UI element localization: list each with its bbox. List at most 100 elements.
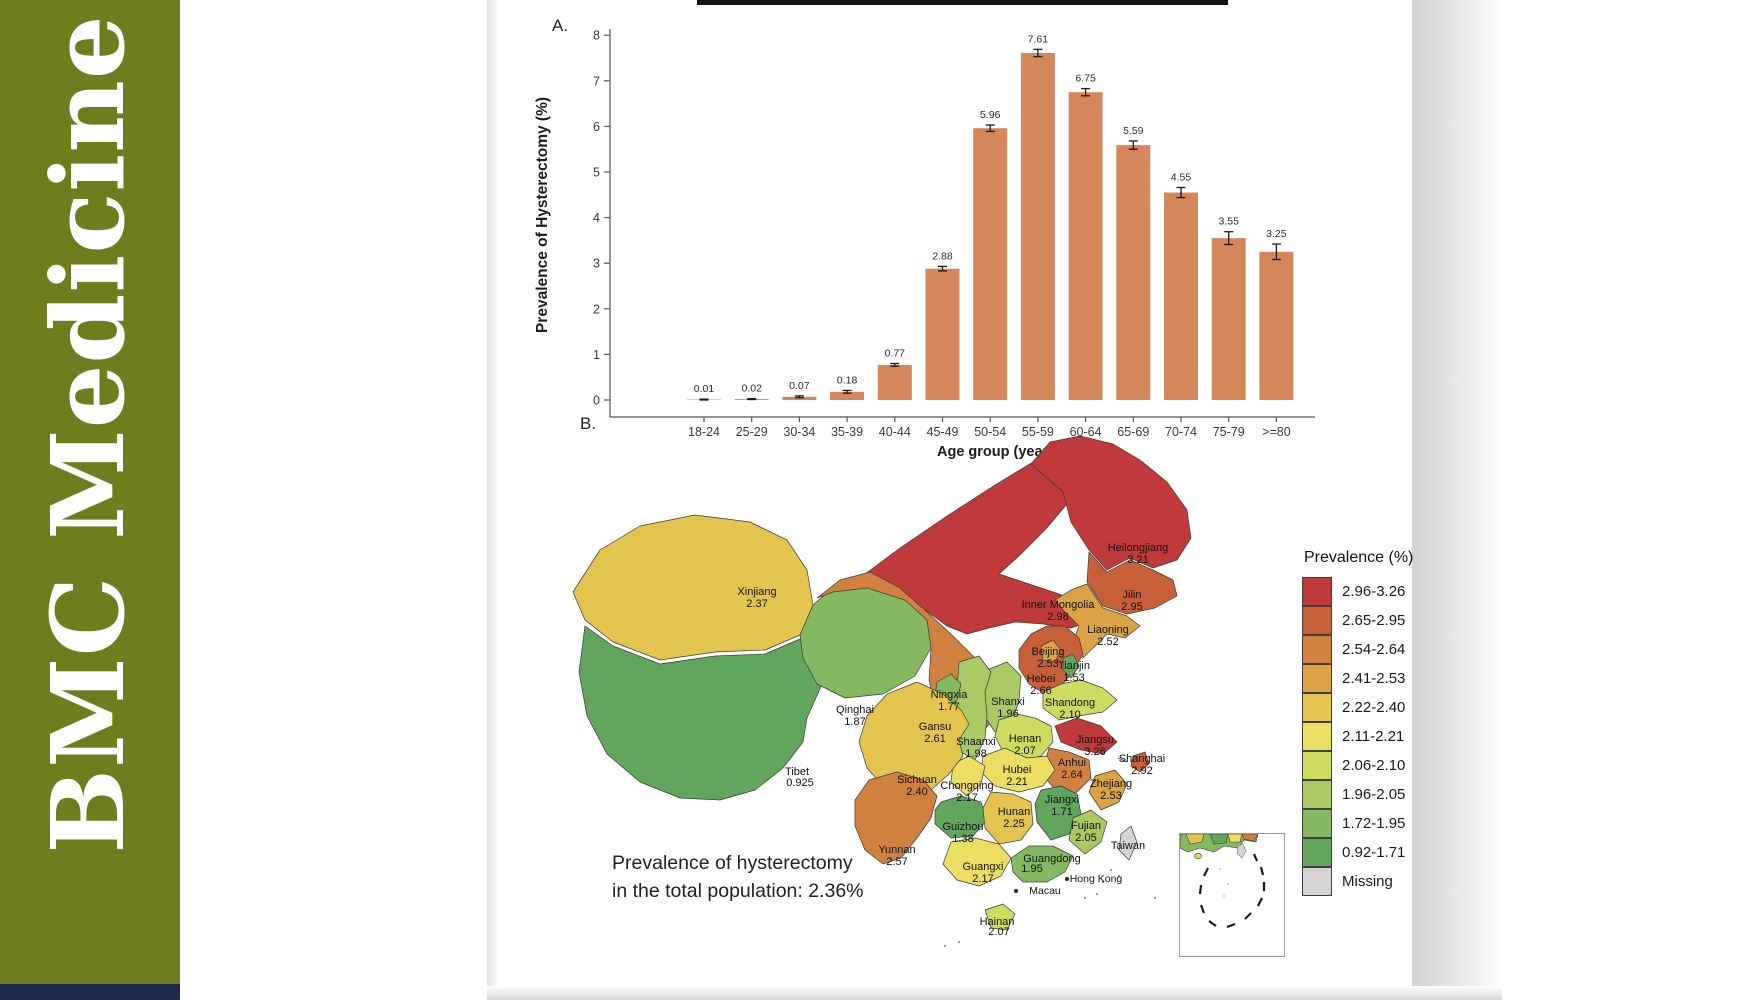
- province-label-tianjin: Tianjin: [1058, 660, 1090, 672]
- journal-sidebar: BMC Medicine: [0, 0, 180, 1000]
- province-label-hubei: Hubei: [1003, 764, 1032, 776]
- province-hainan: [984, 903, 1016, 931]
- province-value-xinjiang: 2.37: [746, 598, 767, 610]
- x-tick-label: 18-24: [688, 425, 720, 439]
- map-legend: Prevalence (%) 2.96-3.26 2.65-2.95 2.54-2.…: [1302, 549, 1413, 896]
- legend-item: 2.06-2.10: [1302, 750, 1413, 780]
- legend-range-label: 2.65-2.95: [1342, 612, 1406, 629]
- bar-35-39: [830, 391, 865, 400]
- legend-swatch: [1302, 576, 1332, 606]
- legend-item: 1.96-2.05: [1302, 779, 1413, 809]
- province-guangxi: [942, 837, 1012, 887]
- bar-value-label: 6.75: [1075, 73, 1096, 85]
- province-fujian: [1068, 809, 1108, 855]
- legend-range-label: 1.96-2.05: [1342, 786, 1406, 803]
- province-chongqing: [950, 755, 986, 797]
- bar-value-label: 2.88: [932, 250, 953, 262]
- island-dot: [1109, 868, 1113, 872]
- legend-item: 2.96-3.26: [1302, 576, 1413, 606]
- province-value-ningxia: 1.77: [938, 701, 959, 713]
- legend-range-label: 2.06-2.10: [1342, 757, 1406, 774]
- province-guizhou: [934, 795, 988, 839]
- province-value-hubei: 2.21: [1006, 776, 1027, 788]
- bar-value-label: 3.55: [1218, 216, 1239, 228]
- nine-dash-line: [1198, 853, 1266, 929]
- province-taiwan: [1118, 825, 1138, 861]
- cropped-title-strip: [697, 0, 1228, 5]
- city-label-macau: Macau: [1029, 885, 1061, 897]
- province-label-beijing: Beijing: [1031, 646, 1064, 658]
- province-value-guangdong: 1.95: [1021, 863, 1042, 875]
- province-value-gansu: 2.61: [924, 733, 945, 745]
- province-value-zhejiang: 2.53: [1100, 790, 1121, 802]
- legend-swatch: [1302, 663, 1332, 693]
- legend-swatch: [1302, 634, 1332, 664]
- province-label-zhejiang: Zhejiang: [1090, 778, 1132, 790]
- y-tick-label: 5: [593, 166, 600, 180]
- province-shandong: [1042, 679, 1118, 721]
- province-label-gansu: Gansu: [919, 721, 951, 733]
- province-value-jiangsu: 3.26: [1084, 746, 1105, 758]
- island-dot: [1083, 896, 1087, 900]
- province-label-sichuan: Sichuan: [897, 774, 937, 786]
- island-dot: [957, 940, 961, 944]
- legend-swatch: [1302, 721, 1332, 751]
- legend-swatch: [1302, 779, 1332, 809]
- y-tick-label: 4: [593, 211, 600, 225]
- bar-70-74: [1164, 192, 1198, 400]
- legend-rows: 2.96-3.26 2.65-2.95 2.54-2.64 2.41-2.53 2.22…: [1302, 576, 1413, 896]
- province-value-sichuan: 2.40: [906, 786, 927, 798]
- province-label-qinghai: Qinghai: [836, 704, 874, 716]
- hongkong-marker: [1065, 877, 1069, 881]
- x-tick-label: 35-39: [831, 425, 863, 439]
- legend-range-label: 0.92-1.71: [1342, 844, 1406, 861]
- province-label-xinjiang: Xinjiang: [737, 586, 776, 598]
- province-tibet: [578, 625, 824, 801]
- legend-title: Prevalence (%): [1304, 549, 1414, 566]
- inset-island-dot: [1219, 868, 1221, 870]
- island-dot: [1095, 892, 1099, 896]
- province-value-guizhou: 1.38: [952, 833, 973, 845]
- shanghai-pointer: [1117, 757, 1128, 763]
- province-zhejiang: [1088, 769, 1128, 811]
- legend-item: 2.22-2.40: [1302, 692, 1413, 722]
- y-tick-label: 3: [593, 257, 600, 271]
- inset-island-dot: [1227, 883, 1229, 885]
- bar-value-label: 3.25: [1266, 228, 1287, 240]
- x-tick-label: 65-69: [1117, 425, 1149, 439]
- legend-swatch: [1302, 837, 1332, 867]
- legend-swatch: [1302, 808, 1332, 838]
- bar-value-label: 7.61: [1028, 33, 1049, 45]
- legend-range-label: 2.41-2.53: [1342, 670, 1406, 687]
- province-label-fujian: Fujian: [1071, 820, 1101, 832]
- province-sichuan: [858, 681, 970, 797]
- bar-45-49: [925, 268, 960, 400]
- legend-range-label: 1.72-1.95: [1342, 815, 1406, 832]
- island-dot: [943, 944, 947, 948]
- inset-region: [1185, 834, 1205, 845]
- province-label-shandong: Shandong: [1045, 697, 1095, 709]
- legend-item: 1.72-1.95: [1302, 808, 1413, 838]
- legend-item: 2.41-2.53: [1302, 663, 1413, 693]
- x-tick-label: 30-34: [783, 425, 815, 439]
- province-value-shanxi: 1.96: [997, 708, 1018, 720]
- province-value-beijing: 2.53: [1037, 658, 1058, 670]
- x-tick-label: 55-59: [1022, 425, 1054, 439]
- province-value-shandong: 2.10: [1059, 709, 1080, 721]
- x-tick-label: 45-49: [927, 425, 959, 439]
- province-label-hebei: Hebei: [1027, 673, 1056, 685]
- legend-swatch: [1302, 866, 1332, 896]
- x-tick-label: 70-74: [1165, 425, 1197, 439]
- province-label-shanxi: Shanxi: [991, 696, 1025, 708]
- province-xinjiang: [572, 514, 814, 661]
- province-value-qinghai: 1.87: [844, 716, 865, 728]
- province-value-guangxi: 2.17: [972, 873, 993, 885]
- province-value-liaoning: 2.52: [1097, 636, 1118, 648]
- x-axis-title: Age group (year): [936, 444, 1053, 460]
- bar-value-label: 0.77: [885, 348, 906, 360]
- city-label-hongkong: Hong Kong: [1070, 873, 1123, 885]
- inset-taiwan: [1236, 843, 1247, 859]
- legend-item: 0.92-1.71: [1302, 837, 1413, 867]
- journal-title: BMC Medicine: [0, 14, 180, 853]
- province-value-hebei: 2.66: [1030, 685, 1051, 697]
